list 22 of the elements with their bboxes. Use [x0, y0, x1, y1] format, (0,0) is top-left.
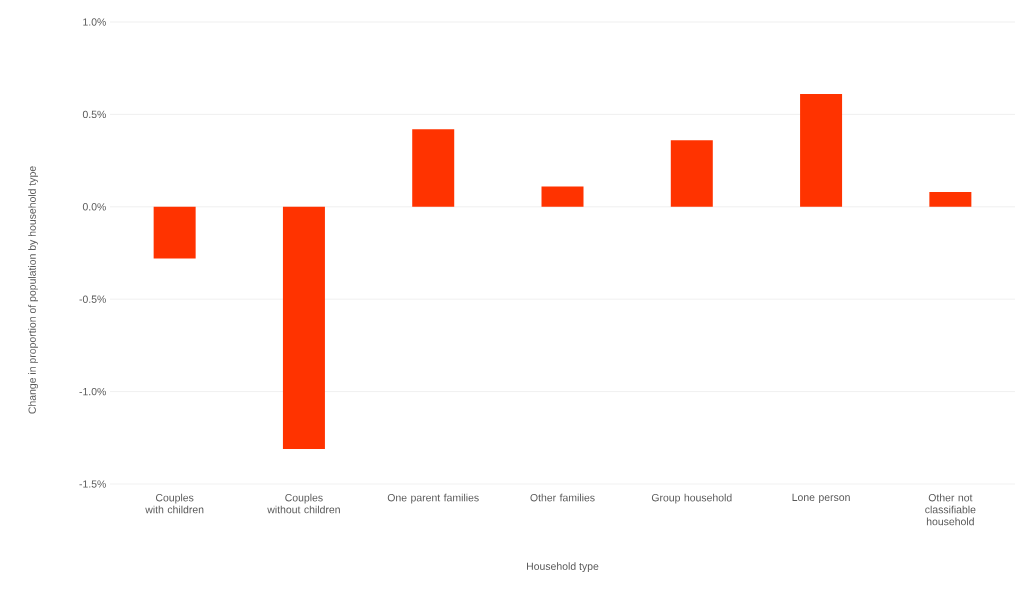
- x-tick-label: Other not classifiable household: [925, 493, 976, 526]
- x-tick-label: Lone person: [792, 493, 850, 504]
- bar: [541, 186, 584, 207]
- x-tick-label: Group household: [651, 493, 732, 504]
- y-tick-label: 0.0%: [82, 203, 106, 211]
- x-tick-label: One parent families: [387, 493, 479, 504]
- y-tick-label: 1.0%: [83, 18, 106, 26]
- bar: [800, 94, 843, 207]
- x-tick-label: Other families: [530, 493, 595, 502]
- y-axis-title: Change in proportion of population by household type: [28, 166, 38, 414]
- bar: [412, 129, 455, 207]
- bar: [929, 192, 972, 207]
- bar: [282, 206, 325, 449]
- y-tick-label: 0.5%: [82, 110, 106, 119]
- x-tick-label: Couples without children: [267, 493, 340, 514]
- y-tick-label: -1.5%: [79, 480, 106, 488]
- bar: [153, 206, 196, 259]
- y-tick-label: -0.5%: [79, 295, 106, 303]
- x-axis-title: Household type: [527, 562, 599, 573]
- bar: [670, 140, 713, 207]
- x-tick-label: Couples with children: [145, 493, 204, 514]
- y-tick-label: -1.0%: [79, 387, 106, 396]
